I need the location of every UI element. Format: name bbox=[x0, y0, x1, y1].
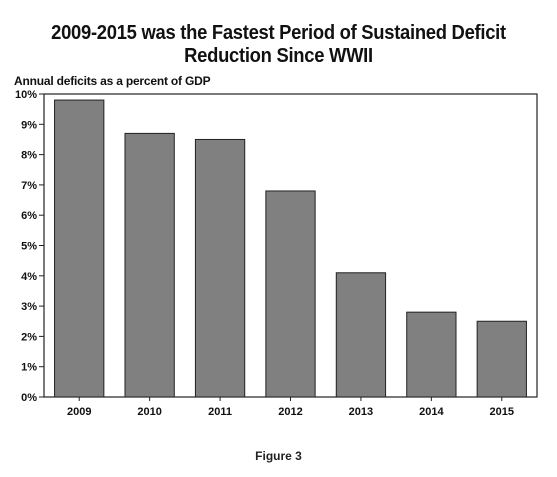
y-tick-label: 8% bbox=[21, 150, 37, 162]
chart-subtitle: Annual deficits as a percent of GDP bbox=[14, 74, 211, 88]
y-tick-label: 7% bbox=[21, 180, 37, 192]
chart-title-line-1: 2009-2015 was the Fastest Period of Sust… bbox=[51, 22, 506, 44]
bar bbox=[476, 320, 527, 398]
bar bbox=[54, 99, 105, 398]
bar bbox=[335, 272, 387, 398]
x-tick-label: 2015 bbox=[490, 406, 514, 418]
y-tick-label: 2% bbox=[21, 331, 37, 343]
y-tick-label: 6% bbox=[21, 210, 37, 222]
x-tick-label: 2014 bbox=[419, 406, 444, 418]
bar bbox=[124, 132, 175, 398]
figure-caption: Figure 3 bbox=[255, 449, 302, 463]
y-tick-label: 9% bbox=[21, 119, 37, 131]
chart-title-line-2: Reduction Since WWII bbox=[184, 45, 373, 67]
bar bbox=[194, 138, 246, 398]
x-tick-label: 2009 bbox=[67, 406, 91, 418]
x-tick-label: 2012 bbox=[278, 406, 302, 418]
x-tick-label: 2013 bbox=[349, 406, 373, 418]
x-tick-label: 2010 bbox=[137, 406, 161, 418]
y-tick-label: 0% bbox=[21, 392, 37, 404]
bar bbox=[265, 190, 316, 398]
y-tick-label: 3% bbox=[21, 301, 37, 313]
bar bbox=[406, 311, 457, 398]
y-tick-label: 4% bbox=[21, 271, 37, 283]
y-tick-label: 10% bbox=[15, 89, 37, 101]
y-tick-label: 1% bbox=[21, 362, 37, 374]
y-tick-label: 5% bbox=[21, 241, 37, 253]
x-tick-label: 2011 bbox=[208, 406, 232, 418]
